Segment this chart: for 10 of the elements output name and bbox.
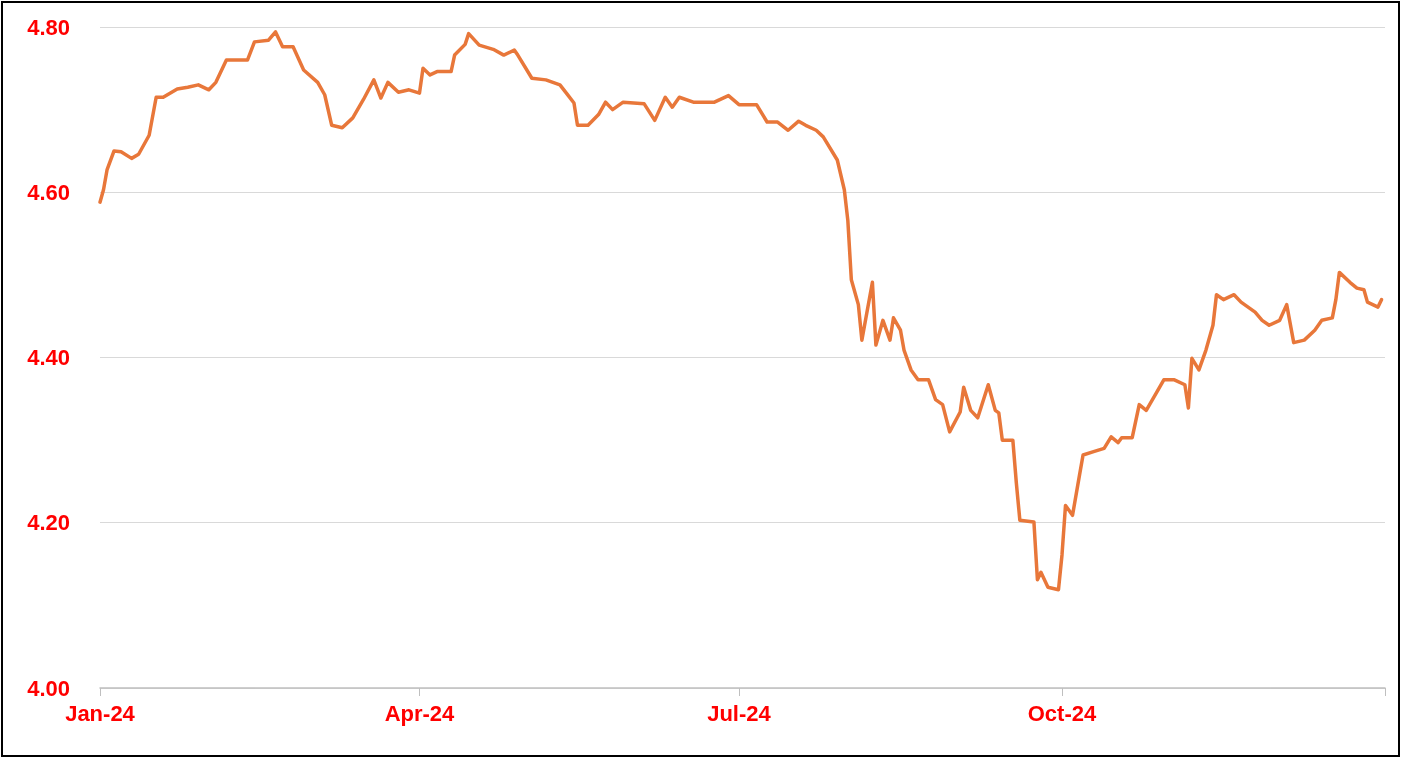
x-tick-label: Jul-24 (707, 700, 772, 726)
y-tick-label: 4.40 (27, 345, 70, 370)
line-series (98, 30, 1384, 592)
y-tick-label: 4.60 (27, 179, 70, 205)
y-tick-label: 4.20 (27, 510, 70, 536)
x-tick-label: Jan-24 (65, 700, 136, 726)
x-tick-label: Oct-24 (1027, 700, 1097, 726)
y-tick-label: 4.00 (27, 675, 70, 701)
x-tick-label: Apr-24 (384, 700, 456, 726)
y-tick-label: 4.80 (27, 14, 70, 40)
